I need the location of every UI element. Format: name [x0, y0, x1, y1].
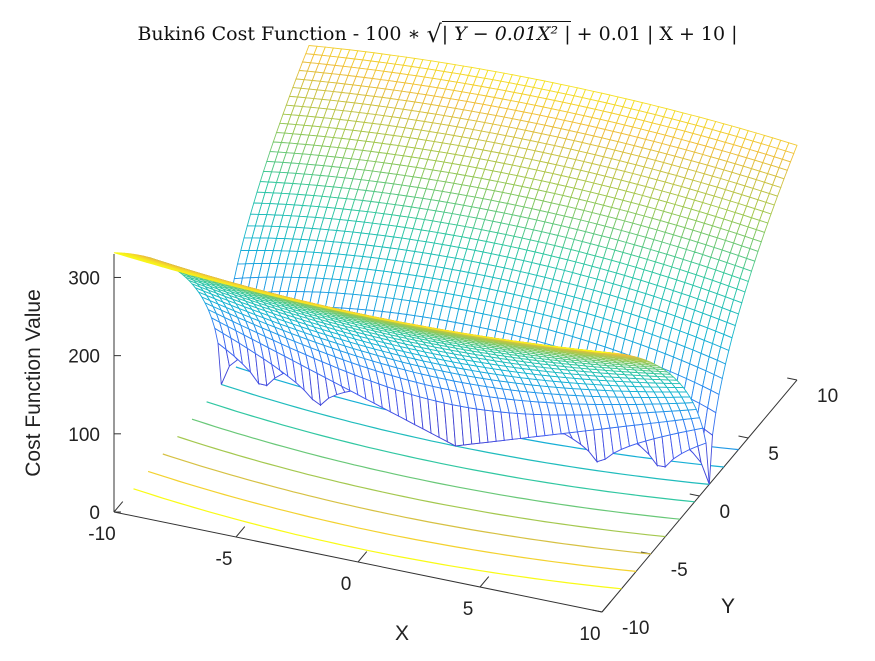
contour-line	[191, 418, 681, 520]
sqrt-symbol: √	[426, 20, 442, 48]
y-tick	[787, 377, 798, 381]
x-tick-label: -10	[88, 524, 115, 545]
surface-mesh	[113, 45, 798, 485]
contour-line	[147, 470, 637, 572]
chart-title-prefix: Bukin6 Cost Function - 100 ∗	[137, 23, 427, 45]
x-tick	[479, 576, 490, 588]
y-axis-label: Y	[721, 595, 735, 618]
y-tick-label: 5	[768, 444, 779, 465]
x-tick-label: 10	[579, 624, 600, 645]
y-tick	[738, 435, 749, 439]
x-tick	[113, 501, 124, 513]
chart-title-radicand: | Y − 0.01X² |	[441, 21, 571, 45]
contour-line	[177, 436, 666, 538]
y-tick-label: -10	[622, 618, 649, 639]
contour-line	[162, 453, 651, 555]
y-tick	[689, 493, 700, 497]
chart-title: Bukin6 Cost Function - 100 ∗ √| Y − 0.01…	[0, 18, 875, 48]
z-axis-label: Cost Function Value	[22, 289, 45, 477]
y-tick-label: 10	[817, 386, 838, 407]
x-tick	[601, 601, 612, 613]
x-tick-label: -5	[216, 549, 233, 570]
z-tick-label: 100	[68, 425, 100, 446]
x-tick	[357, 551, 368, 563]
y-tick	[592, 609, 603, 613]
y-tick-label: 0	[720, 502, 731, 523]
chart-title-suffix: + 0.01 | X + 10 |	[570, 23, 738, 45]
contour-line	[133, 488, 622, 590]
y-tick-label: -5	[671, 560, 688, 581]
axes	[113, 254, 798, 613]
contour-line	[206, 401, 695, 503]
z-tick-label: 200	[68, 347, 100, 368]
z-tick-label: 300	[68, 268, 100, 289]
x-axis-label: X	[395, 622, 409, 645]
z-tick-label: 0	[89, 503, 100, 524]
x-tick	[235, 526, 246, 538]
x-tick-label: 0	[341, 574, 352, 595]
x-tick-label: 5	[463, 599, 474, 620]
